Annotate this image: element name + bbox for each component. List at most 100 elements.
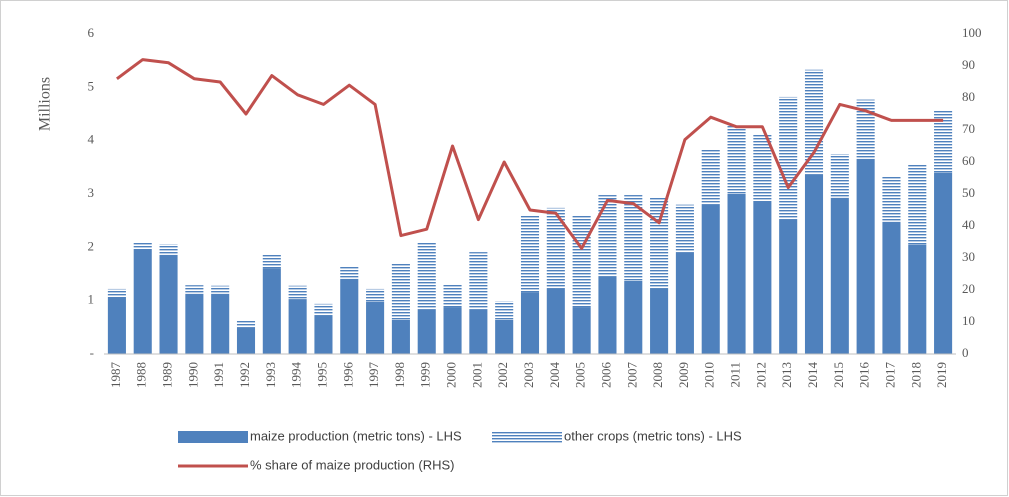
- bar-segment: [908, 164, 927, 245]
- bar-segment: [908, 244, 927, 354]
- bar-segment: [804, 69, 824, 175]
- x-tick-label: 2008: [650, 362, 665, 388]
- x-tick-label: 2000: [444, 362, 459, 388]
- x-tick-label: 1995: [314, 362, 329, 388]
- bar-segment: [650, 197, 669, 289]
- x-tick-label: 2007: [624, 362, 639, 389]
- legend-label: % share of maize production (RHS): [250, 457, 454, 472]
- bar-segment: [159, 244, 178, 255]
- y-tick-label: 6: [88, 25, 95, 40]
- x-tick-label: 2006: [598, 362, 613, 389]
- bar-segment: [314, 315, 333, 354]
- bar-segment: [366, 301, 385, 354]
- x-tick-label: 1989: [160, 362, 175, 388]
- x-tick-label: 1997: [366, 362, 381, 389]
- bar-segment: [779, 96, 798, 220]
- bar-segment: [934, 109, 953, 173]
- x-tick-label: 2014: [805, 362, 820, 389]
- x-tick-label: 2015: [831, 362, 846, 388]
- bar-segment: [391, 262, 410, 320]
- bar-segment: [262, 254, 281, 269]
- x-tick-label: 2004: [547, 362, 562, 389]
- bar-segment: [830, 154, 849, 198]
- y-tick-label: 2: [88, 238, 95, 253]
- bar-segment: [779, 219, 798, 354]
- x-tick-label: 2018: [908, 362, 923, 388]
- bar-segment: [727, 125, 746, 194]
- line-series: [116, 58, 944, 250]
- x-tick-label: 1998: [392, 362, 407, 388]
- bar-segment: [417, 242, 436, 310]
- x-tick-label: 2002: [495, 362, 510, 388]
- x-tick-label: 2017: [882, 362, 897, 389]
- bar-segment: [443, 307, 462, 354]
- legend-swatch: [178, 431, 248, 443]
- bar-segment: [520, 214, 540, 293]
- x-tick-label: 1988: [134, 362, 149, 388]
- bar-segment: [882, 221, 901, 354]
- bar-segment: [211, 285, 230, 294]
- bar-segment: [211, 293, 230, 354]
- bar-segment: [495, 319, 514, 354]
- legend-label: maize production (metric tons) - LHS: [250, 428, 462, 443]
- bar-segment: [856, 158, 875, 354]
- y-tick-label: -: [90, 345, 94, 360]
- bar-segment: [675, 252, 694, 354]
- x-tick-label: 2019: [934, 362, 949, 388]
- bar-segment: [520, 292, 540, 354]
- legend-swatch: [492, 431, 562, 443]
- bar-segment: [934, 172, 953, 354]
- bar-segment: [185, 293, 204, 354]
- bar-segment: [598, 276, 617, 354]
- bar-segment: [701, 149, 720, 205]
- x-tick-label: 1992: [237, 362, 252, 388]
- bar-segment: [107, 288, 126, 297]
- y-tick-label: 5: [88, 78, 95, 93]
- bar-segment: [675, 204, 694, 253]
- bar-segment: [856, 99, 875, 159]
- y2-tick-label: 90: [962, 57, 975, 72]
- y2-tick-label: 0: [962, 345, 969, 360]
- x-tick-label: 2003: [521, 362, 536, 388]
- y-tick-label: 4: [88, 132, 95, 147]
- bar-segment: [288, 285, 307, 300]
- bar-segment: [236, 327, 256, 354]
- bar-segment: [546, 288, 565, 354]
- x-tick-label: 1999: [418, 362, 433, 388]
- x-tick-label: 2010: [702, 362, 717, 388]
- y2-tick-label: 80: [962, 89, 975, 104]
- x-tick-label: 1991: [211, 362, 226, 388]
- bar-segment: [598, 195, 617, 277]
- bar-segment: [753, 134, 772, 201]
- y2-tick-label: 100: [962, 25, 982, 40]
- x-tick-label: 2016: [857, 362, 872, 389]
- x-tick-label: 1990: [185, 362, 200, 388]
- bar-segment: [882, 175, 901, 222]
- bar-segment: [650, 288, 669, 354]
- bar-segment: [469, 309, 488, 354]
- y2-tick-label: 40: [962, 217, 975, 232]
- bar-segment: [159, 254, 178, 354]
- x-tick-label: 2001: [469, 362, 484, 388]
- bar-segment: [236, 319, 256, 328]
- x-tick-label: 1996: [340, 362, 355, 389]
- bar-segment: [546, 207, 565, 289]
- y-axis-label: Millions: [37, 77, 54, 131]
- bar-segment: [417, 309, 436, 354]
- bar-segment: [262, 268, 281, 354]
- bar-segment: [443, 284, 462, 308]
- x-tick-label: 2009: [676, 362, 691, 388]
- bar-segment: [572, 215, 591, 308]
- bar-segment: [314, 303, 333, 316]
- bar-segment: [340, 278, 359, 354]
- bar-segment: [830, 197, 849, 354]
- bar-segment: [133, 250, 152, 354]
- bar-segment: [701, 204, 720, 354]
- bar-segment: [391, 319, 410, 354]
- bar-segment: [340, 266, 359, 279]
- bar-segment: [366, 288, 385, 302]
- bar-segment: [469, 252, 488, 310]
- y2-tick-label: 20: [962, 281, 975, 296]
- bar-segment: [185, 285, 204, 294]
- bar-segment: [753, 200, 772, 354]
